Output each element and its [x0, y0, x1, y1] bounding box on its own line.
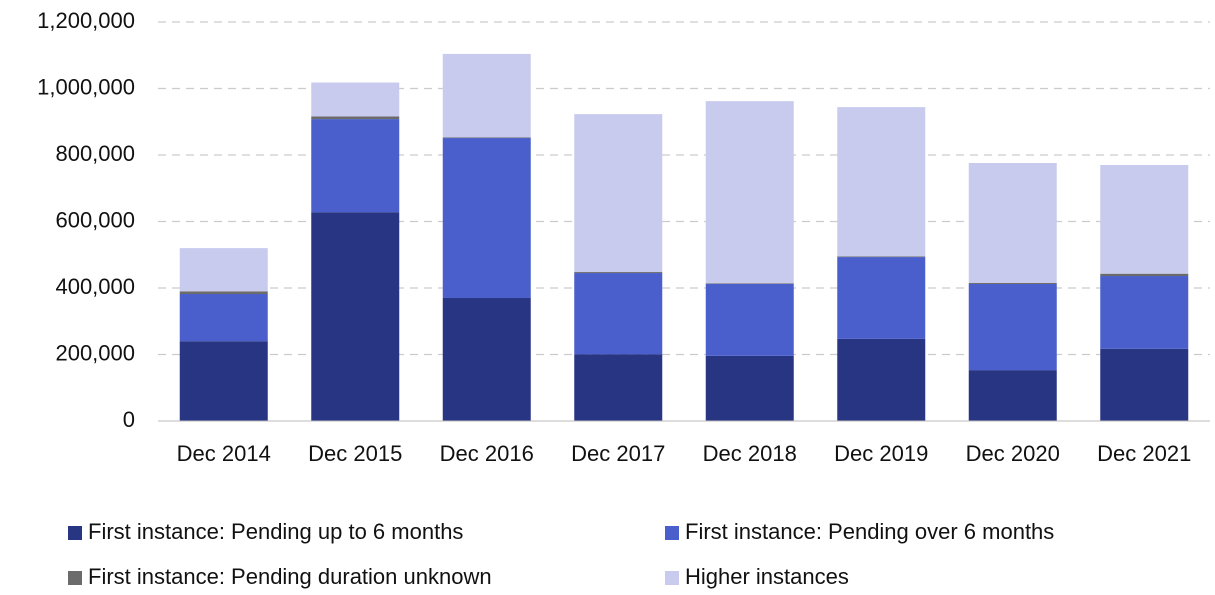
legend-label: First instance: Pending up to 6 months [88, 519, 463, 544]
bar-segment [837, 257, 926, 339]
legend-label: First instance: Pending duration unknown [88, 564, 492, 589]
bar-segment [1100, 276, 1189, 349]
bar-segment [574, 354, 663, 421]
legend-label: First instance: Pending over 6 months [685, 519, 1054, 544]
legend-swatch [665, 571, 679, 585]
x-tick-label: Dec 2016 [440, 441, 534, 466]
bar-segment [179, 341, 268, 421]
bar-segment [442, 138, 531, 298]
bar-segment [837, 338, 926, 421]
bar-segment [574, 273, 663, 355]
bar-segment [179, 291, 268, 294]
legend-label: Higher instances [685, 564, 849, 589]
bar-segment [179, 293, 268, 342]
bar-segment [705, 283, 794, 285]
bar-segment [311, 82, 400, 117]
bar-segment [442, 297, 531, 421]
bar-segment [311, 119, 400, 213]
legend-swatch [68, 526, 82, 540]
bar-segment [311, 212, 400, 421]
y-tick-label: 800,000 [55, 141, 135, 166]
bar-segment [968, 284, 1057, 371]
x-tick-label: Dec 2019 [834, 441, 928, 466]
legend-swatch [665, 526, 679, 540]
x-tick-label: Dec 2014 [177, 441, 271, 466]
bar-segment [1100, 273, 1189, 277]
bar-segment [1100, 348, 1189, 421]
x-tick-label: Dec 2018 [703, 441, 797, 466]
x-tick-label: Dec 2020 [966, 441, 1060, 466]
bar-segment [705, 355, 794, 421]
bar-segment [837, 256, 926, 258]
bar-segment [574, 114, 663, 273]
x-tick-label: Dec 2017 [571, 441, 665, 466]
bar-segment [705, 284, 794, 356]
bar-segment [968, 162, 1057, 284]
x-tick-label: Dec 2021 [1097, 441, 1191, 466]
bar-segment [311, 116, 400, 120]
bar-segment [574, 272, 663, 274]
legend-swatch [68, 571, 82, 585]
bar-segment [968, 283, 1057, 285]
bar-segment [179, 248, 268, 292]
bar-segment [442, 53, 531, 138]
bar-segment [968, 370, 1057, 421]
x-tick-label: Dec 2015 [308, 441, 402, 466]
bar-segment [1100, 164, 1189, 274]
y-tick-label: 400,000 [55, 274, 135, 299]
y-tick-label: 1,000,000 [37, 74, 135, 99]
bar-segment [442, 137, 531, 139]
y-tick-label: 0 [123, 407, 135, 432]
bar-segment [837, 107, 926, 257]
y-tick-label: 1,200,000 [37, 8, 135, 33]
y-tick-label: 200,000 [55, 340, 135, 365]
y-tick-label: 600,000 [55, 207, 135, 232]
bar-segment [705, 101, 794, 284]
